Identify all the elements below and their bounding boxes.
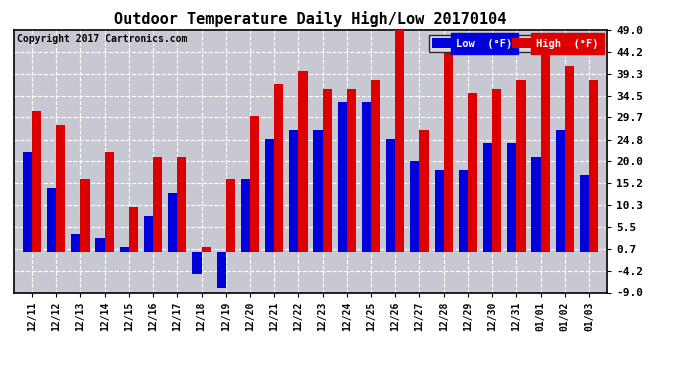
Bar — [483, 143, 492, 252]
Bar — [459, 170, 468, 252]
Bar — [531, 157, 540, 252]
Bar — [313, 130, 323, 252]
Bar — [589, 80, 598, 252]
Bar — [444, 53, 453, 252]
Bar — [289, 130, 298, 252]
Bar — [105, 152, 114, 252]
Bar — [468, 93, 477, 252]
Bar — [168, 193, 177, 252]
Bar — [47, 188, 56, 252]
Bar — [580, 175, 589, 252]
Bar — [32, 111, 41, 252]
Bar — [153, 157, 162, 252]
Bar — [298, 71, 308, 252]
Bar — [371, 80, 380, 252]
Bar — [362, 102, 371, 252]
Title: Outdoor Temperature Daily High/Low 20170104: Outdoor Temperature Daily High/Low 20170… — [115, 12, 506, 27]
Text: Copyright 2017 Cartronics.com: Copyright 2017 Cartronics.com — [17, 34, 187, 44]
Bar — [555, 130, 565, 252]
Bar — [540, 53, 550, 252]
Bar — [420, 130, 428, 252]
Bar — [250, 116, 259, 252]
Bar — [193, 252, 201, 274]
Bar — [56, 125, 66, 252]
Bar — [201, 247, 210, 252]
Bar — [23, 152, 32, 252]
Bar — [177, 157, 186, 252]
Bar — [226, 179, 235, 252]
Bar — [217, 252, 226, 288]
Bar — [81, 179, 90, 252]
Bar — [144, 216, 153, 252]
Bar — [241, 179, 250, 252]
Bar — [71, 234, 81, 252]
Bar — [265, 139, 274, 252]
Legend: Low  (°F), High  (°F): Low (°F), High (°F) — [429, 35, 602, 52]
Bar — [337, 102, 347, 252]
Bar — [347, 89, 356, 252]
Bar — [492, 89, 502, 252]
Bar — [435, 170, 444, 252]
Bar — [411, 161, 420, 252]
Bar — [516, 80, 526, 252]
Bar — [395, 30, 404, 252]
Bar — [274, 84, 284, 252]
Bar — [323, 89, 332, 252]
Bar — [565, 66, 574, 252]
Bar — [507, 143, 516, 252]
Bar — [386, 139, 395, 252]
Bar — [95, 238, 105, 252]
Bar — [119, 247, 129, 252]
Bar — [129, 207, 138, 252]
